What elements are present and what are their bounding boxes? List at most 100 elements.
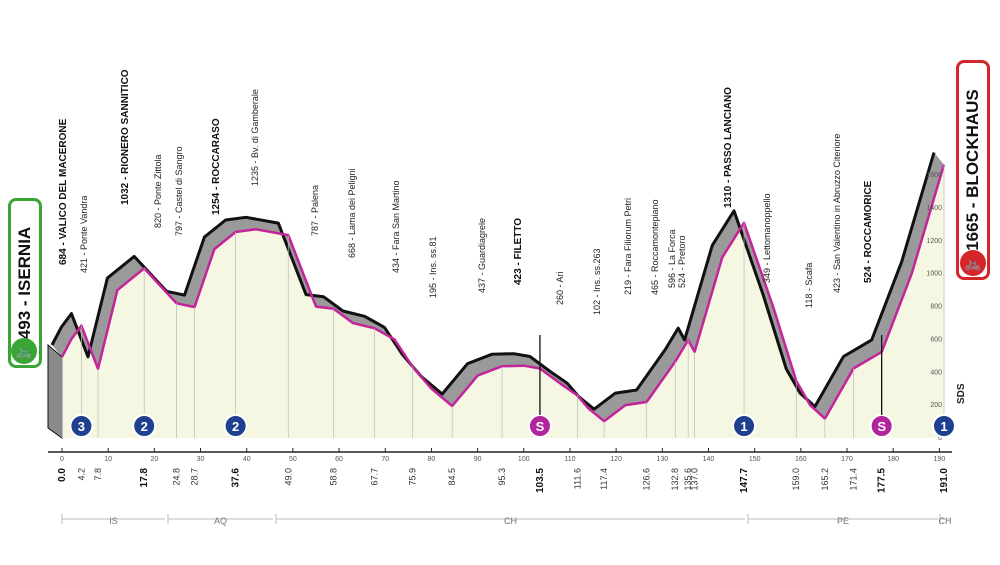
km-marker-label: 17.8	[139, 468, 150, 488]
waypoint-label: 797 - Castel di Sangro	[174, 146, 184, 236]
km-axis-label: 160	[795, 456, 807, 463]
km-axis-label: 80	[428, 456, 436, 463]
waypoint-label: 260 - Ari	[555, 271, 565, 305]
km-axis-label: 10	[104, 456, 112, 463]
waypoint-label: 437 - Guardiagrele	[477, 218, 487, 293]
km-marker-label: 37.6	[231, 468, 242, 488]
waypoint-label: 465 - Roccamontepiano	[650, 199, 660, 295]
km-marker-label: 7.8	[93, 468, 103, 481]
waypoint-label: 349 - Lettomanoppello	[762, 193, 772, 283]
km-marker-label: 75.9	[407, 468, 417, 486]
waypoint-label: 820 - Ponte Zittola	[153, 154, 163, 228]
km-axis-label: 110	[564, 456, 575, 463]
km-marker-label: 137.0	[690, 468, 700, 491]
waypoint-label: 787 - Palena	[310, 185, 320, 236]
km-axis-label: 170	[841, 456, 853, 463]
waypoint-label: 421 - Ponte Vandra	[79, 196, 89, 273]
km-axis-label: 60	[335, 456, 343, 463]
badge-label: 2	[232, 419, 239, 434]
finish-cyclist-icon: 🚲	[960, 250, 986, 276]
badge-label: S	[536, 419, 545, 434]
km-marker-label: 28.7	[190, 468, 200, 486]
altitude-axis-label: 600	[930, 336, 942, 343]
km-axis-label: 100	[518, 456, 530, 463]
km-marker-label: 58.8	[329, 468, 339, 486]
km-axis-label: 190	[934, 456, 946, 463]
km-marker-label: 117.4	[599, 468, 609, 490]
waypoint-label: 596 - La Forca	[667, 229, 677, 288]
km-axis-label: 90	[474, 456, 482, 463]
finish-label: 1665 - BLOCKHAUS	[963, 89, 982, 251]
waypoint-label: 1032 - RIONERO SANNITICO	[120, 69, 131, 205]
km-axis-label: 70	[381, 456, 389, 463]
waypoint-label: 102 - Ins. ss.263	[592, 248, 602, 315]
km-axis-label: 40	[243, 456, 251, 463]
region-label: AQ	[214, 516, 227, 526]
altitude-axis-label: 1400	[926, 205, 942, 212]
waypoint-label: 195 - Ins. ss.81	[428, 236, 438, 298]
waypoint-label: 668 - Lama dei Peligni	[347, 168, 357, 258]
waypoint-label: 423 - San Valentino in Abruzzo Citeriore	[832, 134, 842, 293]
climb-badge	[69, 414, 94, 438]
region-label: CH	[504, 516, 517, 526]
waypoint-label: 1235 - Bv. di Gamberale	[250, 89, 260, 186]
waypoint-label: 423 - FILETTO	[513, 218, 524, 285]
km-axis-label: 20	[150, 456, 158, 463]
waypoint-label: 524 - Pretoro	[677, 235, 687, 288]
km-marker-label: 67.7	[370, 468, 380, 486]
climb-badge	[932, 414, 956, 438]
badge-label: 3	[78, 419, 85, 434]
climb-badge	[132, 414, 157, 438]
km-marker-label: 0.0	[57, 468, 68, 482]
climb-badge	[223, 414, 248, 438]
km-axis-label: 180	[887, 456, 899, 463]
waypoint-label: 1310 - PASSO LANCIANO	[723, 87, 734, 208]
km-marker-label: 84.5	[447, 468, 457, 486]
altitude-axis-label: 1000	[926, 271, 942, 278]
start-label: 493 - ISERNIA	[15, 226, 34, 340]
km-marker-label: 135.6	[683, 468, 693, 491]
sds-label: SDS	[956, 383, 967, 404]
altitude-axis-label: 0	[938, 435, 942, 442]
km-axis-label: 50	[289, 456, 297, 463]
km-marker-label: 171.4	[848, 468, 858, 491]
km-axis-label: 30	[197, 456, 205, 463]
badge-label: 1	[940, 419, 947, 434]
region-label: IS	[109, 516, 118, 526]
region-label: CH	[939, 516, 952, 526]
km-marker-label: 191.0	[939, 468, 950, 493]
profile-area	[62, 164, 944, 438]
km-marker-label: 159.0	[791, 468, 801, 491]
waypoint-label: 524 - ROCCAMORICE	[863, 180, 874, 283]
km-marker-label: 132.8	[670, 468, 680, 491]
profile-ridge-line	[50, 152, 936, 411]
altitude-axis-label: 400	[930, 369, 942, 376]
waypoint-label: 434 - Fara San Martino	[391, 180, 401, 273]
km-marker-label: 95.3	[497, 468, 507, 486]
altitude-axis-label: 200	[930, 402, 942, 409]
km-marker-label: 177.5	[877, 468, 888, 493]
km-axis-label: 150	[749, 456, 761, 463]
climb-badge	[732, 414, 757, 438]
altitude-axis-label: 800	[930, 304, 942, 311]
km-marker-label: 103.5	[535, 468, 546, 493]
altitude-axis-label: 1600	[926, 172, 942, 179]
km-axis-label: 120	[610, 456, 622, 463]
km-marker-label: 165.2	[820, 468, 830, 491]
km-marker-label: 4.2	[76, 468, 86, 481]
km-marker-label: 111.6	[572, 468, 582, 489]
km-marker-label: 49.0	[283, 468, 293, 486]
waypoint-label: 684 - VALICO DEL MACERONE	[58, 118, 69, 265]
badge-label: S	[877, 419, 886, 434]
waypoint-label: 1254 - ROCCARASO	[211, 118, 222, 215]
profile-left-wall	[47, 343, 63, 439]
km-axis-label: 0	[60, 456, 64, 463]
km-marker-label: 24.8	[172, 468, 182, 486]
waypoint-label: 118 - Scafa	[804, 263, 814, 308]
badge-label: 1	[740, 419, 747, 434]
region-label: PE	[837, 516, 849, 526]
start-cyclist-icon: 🚲	[11, 338, 37, 364]
badge-label: 2	[141, 419, 148, 434]
